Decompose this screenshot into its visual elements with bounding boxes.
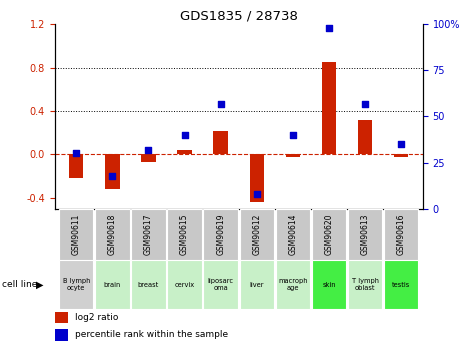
Bar xyxy=(167,209,202,260)
Point xyxy=(289,132,296,138)
Bar xyxy=(384,209,418,260)
Title: GDS1835 / 28738: GDS1835 / 28738 xyxy=(180,10,298,23)
Text: GSM90613: GSM90613 xyxy=(361,214,370,255)
Bar xyxy=(59,209,94,260)
Text: percentile rank within the sample: percentile rank within the sample xyxy=(75,331,228,339)
Bar xyxy=(213,130,228,155)
Bar xyxy=(59,260,94,309)
Text: testis: testis xyxy=(392,282,410,288)
Text: GSM90611: GSM90611 xyxy=(72,214,81,255)
Text: GSM90615: GSM90615 xyxy=(180,214,189,255)
Bar xyxy=(348,260,382,309)
Text: liver: liver xyxy=(249,282,264,288)
Point xyxy=(397,141,405,147)
Bar xyxy=(348,209,382,260)
Text: skin: skin xyxy=(322,282,336,288)
Bar xyxy=(203,260,238,309)
Point xyxy=(325,25,332,31)
Bar xyxy=(131,260,166,309)
Text: GSM90616: GSM90616 xyxy=(397,214,406,255)
Bar xyxy=(312,209,346,260)
Text: B lymph
ocyte: B lymph ocyte xyxy=(63,278,90,291)
Bar xyxy=(312,260,346,309)
Bar xyxy=(105,155,120,189)
Bar xyxy=(95,209,130,260)
Text: GSM90620: GSM90620 xyxy=(324,214,333,255)
Text: brain: brain xyxy=(104,282,121,288)
Point xyxy=(217,101,225,106)
Bar xyxy=(322,62,336,155)
Point xyxy=(181,132,189,138)
Bar xyxy=(95,260,130,309)
Point xyxy=(145,147,152,152)
Bar xyxy=(285,155,300,157)
Text: T lymph
oblast: T lymph oblast xyxy=(352,278,379,291)
Bar xyxy=(131,209,166,260)
Bar xyxy=(203,209,238,260)
Bar xyxy=(394,155,408,157)
Text: cell line: cell line xyxy=(2,280,38,289)
Bar xyxy=(239,209,274,260)
Text: GSM90618: GSM90618 xyxy=(108,214,117,255)
Bar xyxy=(69,155,84,178)
Bar xyxy=(55,312,67,323)
Bar xyxy=(55,329,67,341)
Bar xyxy=(249,155,264,202)
Bar xyxy=(276,209,310,260)
Text: GSM90612: GSM90612 xyxy=(252,214,261,255)
Text: cervix: cervix xyxy=(174,282,195,288)
Bar xyxy=(384,260,418,309)
Point xyxy=(361,101,369,106)
Bar xyxy=(358,120,372,155)
Text: GSM90619: GSM90619 xyxy=(216,214,225,255)
Bar xyxy=(239,260,274,309)
Text: GSM90614: GSM90614 xyxy=(288,214,297,255)
Text: macroph
age: macroph age xyxy=(278,278,308,291)
Text: log2 ratio: log2 ratio xyxy=(75,313,118,322)
Bar xyxy=(177,150,192,155)
Point xyxy=(253,191,260,197)
Text: breast: breast xyxy=(138,282,159,288)
Bar xyxy=(141,155,156,162)
Point xyxy=(73,150,80,156)
Point xyxy=(109,173,116,178)
Text: liposarc
oma: liposarc oma xyxy=(208,278,234,291)
Text: ▶: ▶ xyxy=(36,280,44,289)
Text: GSM90617: GSM90617 xyxy=(144,214,153,255)
Bar xyxy=(167,260,202,309)
Bar xyxy=(276,260,310,309)
